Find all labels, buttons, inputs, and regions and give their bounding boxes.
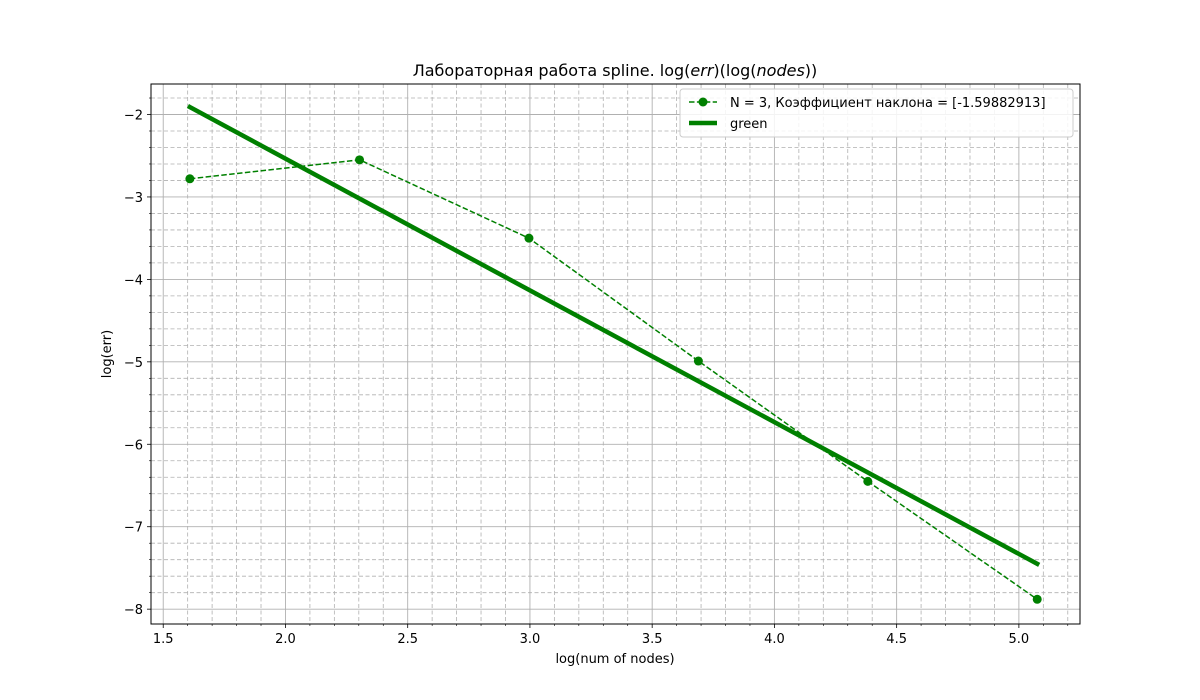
y-tick-label: −4 [124, 273, 143, 288]
legend-box [679, 88, 1074, 138]
x-axis-label: log(num of nodes) [555, 652, 674, 667]
x-tick-label: 2.5 [397, 632, 418, 647]
x-tick-label: 3.5 [642, 632, 663, 647]
axis-ticks: 1.5 2.0 2.5 3.0 3.5 4.0 4.5 5.0 −8 −7 −6 −5 −4 −3 −2 [124, 97, 1069, 647]
series-1-point [185, 174, 195, 184]
series-1-point [693, 356, 703, 366]
y-tick-label: −8 [124, 603, 143, 618]
legend: N = 3, Коэффициент наклона = [-1.5988291… [679, 88, 1074, 138]
legend-label-series-2: green [730, 117, 768, 132]
series-2-line [186, 104, 1041, 567]
grid [151, 84, 1080, 624]
y-tick-label: −7 [124, 521, 143, 536]
y-tick-label: −5 [124, 356, 143, 371]
legend-label-series-1: N = 3, Коэффициент наклона = [-1.5988291… [730, 96, 1046, 111]
series-1-line [189, 159, 1038, 600]
x-tick-label: 2.0 [275, 632, 296, 647]
axes-frame [150, 83, 1081, 625]
x-tick-label: 5.0 [1009, 632, 1030, 647]
series-1-point [1032, 594, 1042, 604]
x-tick-label: 4.5 [886, 632, 907, 647]
x-tick-label: 4.0 [764, 632, 785, 647]
x-tick-label: 1.5 [153, 632, 174, 647]
series-1-point [863, 476, 873, 486]
series-1-point [355, 155, 365, 165]
x-tick-label: 3.0 [520, 632, 541, 647]
series-1-point [524, 233, 534, 243]
y-tick-label: −2 [124, 109, 143, 124]
plot-series [185, 104, 1042, 604]
legend-marker-series-1 [698, 97, 708, 107]
y-axis-label: log(err) [100, 330, 115, 378]
y-tick-label: −3 [124, 191, 143, 206]
y-tick-label: −6 [124, 438, 143, 453]
chart-title: Лабораторная работа spline. log(err)(log… [413, 61, 818, 80]
